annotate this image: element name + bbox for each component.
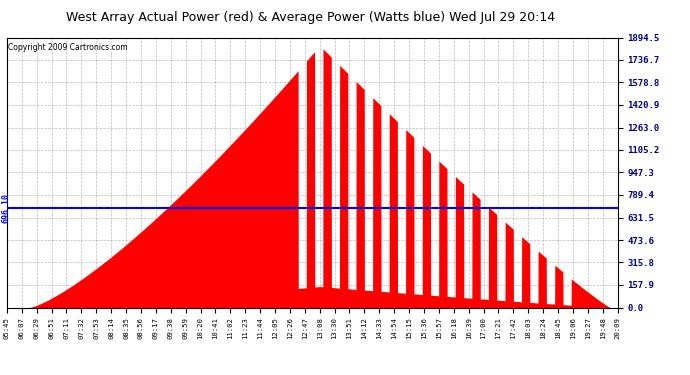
Text: 696.10: 696.10 — [1, 193, 10, 223]
Text: Copyright 2009 Cartronics.com: Copyright 2009 Cartronics.com — [8, 43, 128, 52]
Text: West Array Actual Power (red) & Average Power (Watts blue) Wed Jul 29 20:14: West Array Actual Power (red) & Average … — [66, 11, 555, 24]
